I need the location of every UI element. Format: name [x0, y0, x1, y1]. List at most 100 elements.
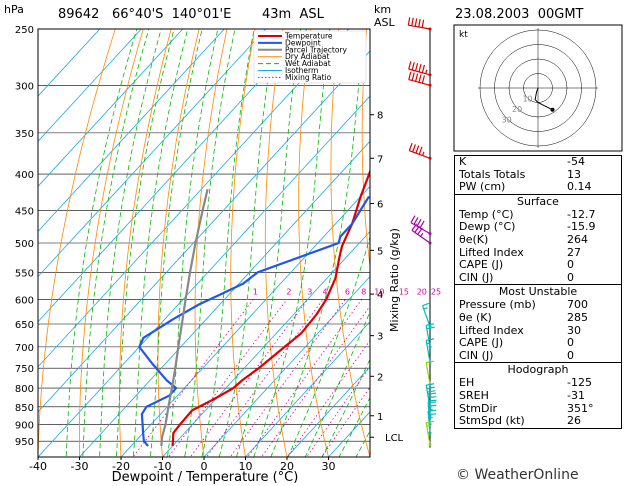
km-tick-label: 6 — [377, 200, 383, 211]
pressure-tick-label: 600 — [15, 295, 34, 306]
wet-adiabat — [287, 235, 370, 457]
mixing-ratio-label: 20 — [417, 288, 427, 297]
hodograph-ring — [479, 29, 597, 147]
wind-barb-flag — [418, 146, 423, 155]
wind-barb-dot — [428, 73, 432, 77]
most-unstable-title: Most Unstable — [498, 285, 578, 299]
dry-adiabat — [119, 29, 172, 457]
x-tick-label: -10 — [154, 460, 172, 473]
wind-barb-flag — [428, 404, 437, 407]
legend-entry: Dry Adiabat — [285, 52, 329, 61]
pressure-tick-label: 800 — [15, 384, 34, 395]
wind-barb-flag — [426, 424, 431, 427]
wind-barb-flag — [418, 74, 422, 83]
hodograph-value: -31 — [567, 388, 585, 402]
wind-barb-dot — [428, 27, 432, 31]
dry-adiabat — [264, 29, 288, 457]
isotherm-line — [38, 29, 142, 142]
wet-adiabat — [99, 29, 162, 457]
wind-barb-flag — [417, 227, 423, 235]
legend-entry: Dewpoint — [285, 38, 321, 47]
wind-barb-flag — [428, 396, 437, 398]
index-row: K -54 — [455, 155, 621, 169]
dry-adiabat — [230, 29, 256, 457]
wet-adiabat — [201, 29, 255, 457]
wind-barb-flag — [423, 307, 428, 310]
pressure-tick-label: 550 — [15, 268, 34, 279]
station-location: 66°40'S 140°01'E — [112, 7, 232, 22]
wind-barb-flag — [414, 63, 419, 72]
wind-barb-flag — [428, 392, 437, 395]
surface-value: -15.9 — [567, 220, 596, 234]
km-tick-label: 7 — [377, 154, 383, 165]
hodograph-box: Hodograph EH -125 SREH -31 StmDir 351° StmSpd … — [454, 363, 622, 429]
hodograph-row: StmDir 351° — [455, 402, 621, 416]
series-dewpoint — [138, 195, 370, 447]
isotherm-line — [38, 50, 370, 413]
surface-label: θe(K) — [459, 232, 489, 246]
surface-title: Surface — [517, 194, 559, 208]
most-unstable-value: 0 — [567, 348, 574, 362]
wind-barb-flag — [426, 420, 435, 424]
wind-barb-flag — [411, 72, 415, 81]
wind-barb — [407, 17, 432, 31]
wind-barb — [425, 383, 436, 409]
wind-barb — [408, 61, 432, 77]
mixing-ratio-label: 3 — [307, 288, 312, 297]
hodograph-label: EH — [459, 376, 475, 390]
hodograph-row: SREH -31 — [455, 388, 621, 403]
mixing-ratio-line — [321, 386, 370, 457]
storm-motion-marker — [550, 107, 555, 112]
hodograph-row: StmSpd (kt) 26 — [455, 414, 621, 428]
isotherm-line — [120, 185, 370, 457]
hodograph-rows: EH -125 SREH -31 StmDir 351° StmSpd (kt) 26 — [455, 377, 621, 427]
x-tick-label: 10 — [239, 460, 253, 473]
most-unstable-value: 0 — [567, 336, 574, 350]
mixing-ratio-label: 8 — [361, 288, 366, 297]
isotherm-line — [286, 366, 370, 457]
pressure-tick-label: 500 — [15, 239, 34, 250]
indices-table: K -54 Totals Totals 13 PW (cm) 0.14 Surface T… — [454, 155, 622, 429]
asl-label: ASL — [374, 16, 395, 29]
mixing-ratio-label: 1 — [253, 288, 258, 297]
wet-adiabat — [184, 29, 236, 457]
surface-value: 27 — [567, 245, 581, 259]
wind-barb — [408, 143, 432, 160]
series-parcel-trajectory — [160, 188, 209, 447]
dry-adiabat — [38, 29, 116, 457]
index-row: Totals Totals 13 — [455, 168, 621, 182]
pressure-tick-label: 300 — [15, 81, 34, 92]
wet-adiabat — [304, 310, 370, 457]
isotherm-line — [38, 95, 370, 457]
wet-adiabat — [321, 358, 370, 457]
wind-barb-flag — [418, 19, 421, 28]
copyright: © WeatherOnline — [456, 467, 579, 483]
surface-label: Lifted Index — [459, 245, 524, 259]
surface-row: CAPE (J) 0 — [455, 259, 621, 272]
isotherm-line — [38, 29, 267, 278]
surface-row: θe(K) 264 — [455, 232, 621, 247]
isotherm-line — [38, 29, 184, 187]
pressure-tick-label: 700 — [15, 343, 34, 354]
date-label: 23.08.2003 00GMT — [455, 7, 584, 22]
wind-barb-flag — [421, 75, 425, 84]
pressure-tick-label: 850 — [15, 403, 34, 414]
km-tick-label: 2 — [377, 372, 383, 383]
pressure-tick-label: 400 — [15, 170, 34, 181]
legend-entry: Isotherm — [285, 66, 318, 75]
index-value: -54 — [567, 155, 585, 168]
wet-adiabat — [338, 396, 370, 457]
wind-barb-dot — [428, 232, 432, 236]
most-unstable-row: θe (K) 285 — [455, 311, 621, 325]
most-unstable-value: 30 — [567, 323, 581, 337]
wind-barb-flag — [408, 61, 412, 70]
surface-box: Surface Temp (°C) -12.7 Dewp (°C) -15.9 θe(K… — [454, 194, 622, 286]
pressure-tick-label: 350 — [15, 129, 34, 140]
hpa-label: hPa — [4, 3, 24, 16]
wind-barb-flag — [414, 18, 418, 27]
x-axis-label: Dewpoint / Temperature (°C) — [112, 470, 299, 485]
mixing-ratio-label: 25 — [431, 288, 441, 297]
mixing-ratio-line — [189, 299, 309, 457]
legend-entry: Mixing Ratio — [285, 73, 332, 82]
wet-adiabat — [82, 29, 150, 457]
